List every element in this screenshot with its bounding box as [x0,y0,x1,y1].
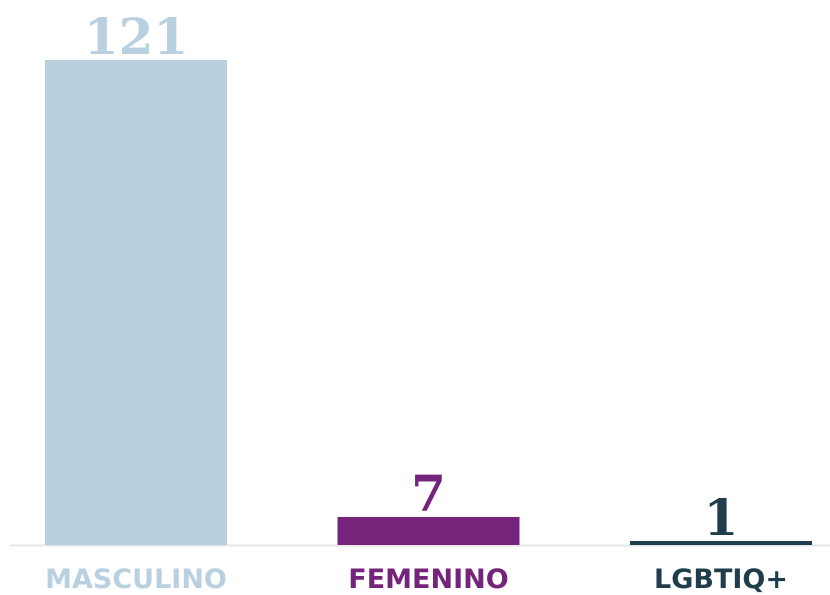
category-label: LGBTIQ+ [654,564,788,595]
value-label: 1 [704,488,739,547]
bar [337,516,520,545]
value-label: 7 [411,464,446,523]
category-label: MASCULINO [45,564,227,595]
bar [630,540,812,545]
bar [45,60,227,545]
category-label: FEMENINO [348,564,508,595]
value-label: 121 [84,7,188,66]
